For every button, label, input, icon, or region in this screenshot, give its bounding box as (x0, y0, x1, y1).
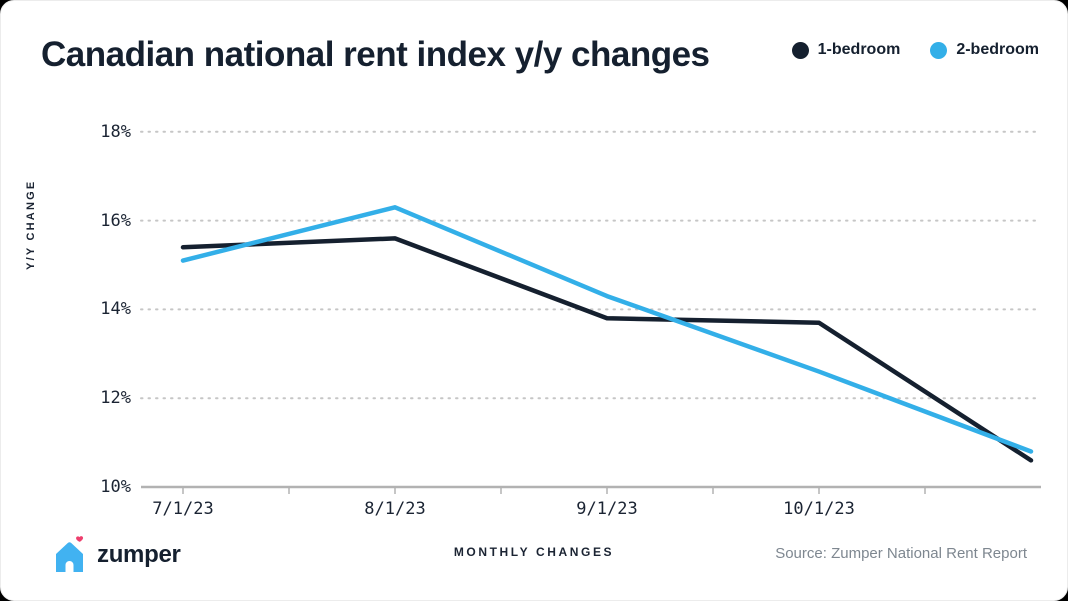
house-shape (56, 542, 83, 572)
chart-title: Canadian national rent index y/y changes (41, 35, 710, 74)
legend-label: 2-bedroom (956, 41, 1039, 58)
series-line-2-bedroom (180, 205, 1034, 454)
series-line-1-bedroom (180, 236, 1034, 463)
y-tick-label: 14% (100, 299, 131, 320)
zumper-house-icon (56, 536, 84, 572)
zumper-logo-text: zumper (97, 541, 181, 568)
legend: 1-bedroom 2-bedroom (791, 41, 1039, 59)
zumper-logo: zumper (53, 535, 181, 575)
y-tick-label: 18% (100, 121, 131, 142)
y-tick-label: 16% (100, 210, 131, 231)
x-tick-label: 9/1/23 (576, 499, 638, 519)
x-tick-label: 10/1/23 (783, 499, 855, 519)
x-axis-title: MONTHLY CHANGES (453, 545, 615, 559)
y-tick-label: 10% (100, 477, 131, 497)
legend-label: 1-bedroom (817, 41, 901, 58)
x-tick-label: 8/1/23 (364, 499, 426, 519)
legend-swatch (930, 41, 948, 59)
heart-shape (76, 536, 84, 542)
legend-swatch (791, 41, 809, 59)
x-tick-label: 7/1/23 (152, 499, 214, 519)
legend-item-1-bedroom: 1-bedroom (791, 41, 901, 59)
y-tick-label: 12% (100, 388, 131, 409)
source-note: Source: Zumper National Rent Report (775, 545, 1027, 562)
legend-item-2-bedroom: 2-bedroom (930, 41, 1039, 59)
y-axis-title: Y/Y CHANGE (25, 179, 37, 270)
